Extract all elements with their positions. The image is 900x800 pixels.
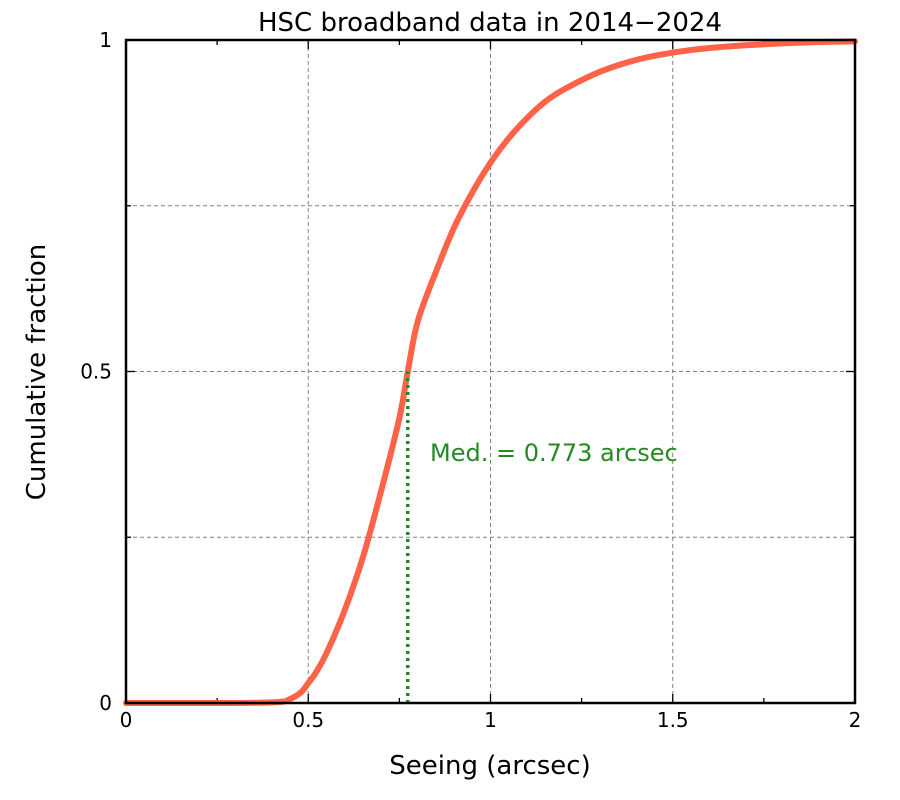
- y-axis-label: Cumulative fraction: [22, 244, 52, 501]
- y-tick-label: 0.5: [80, 360, 112, 384]
- y-tick-labels: 00.51: [80, 28, 112, 715]
- x-tick-label: 0: [120, 708, 133, 732]
- series-layer: [123, 38, 858, 707]
- x-tick-label: 1.5: [657, 708, 689, 732]
- x-axis-label: Seeing (arcsec): [389, 751, 590, 781]
- plot-frame: [124, 38, 857, 705]
- x-tick-label: 0.5: [292, 708, 324, 732]
- x-tick-label: 2: [849, 708, 862, 732]
- median-annotation: Med. = 0.773 arcsec: [430, 439, 678, 467]
- cdf-curve: [123, 38, 858, 707]
- y-tick-label: 1: [99, 28, 112, 52]
- chart-title: HSC broadband data in 2014−2024: [258, 8, 722, 38]
- x-tick-label: 1: [484, 708, 497, 732]
- grid: [126, 40, 855, 703]
- y-tick-label: 0: [99, 691, 112, 715]
- x-tick-labels: 0 0.5 1 1.5 2: [120, 708, 862, 732]
